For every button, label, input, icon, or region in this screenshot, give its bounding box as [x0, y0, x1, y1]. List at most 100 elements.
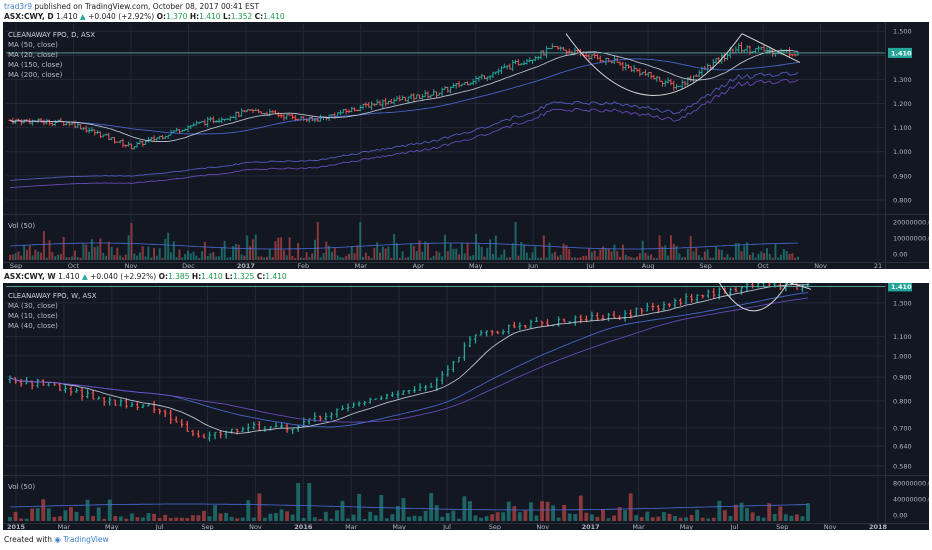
daily-volume-bar	[34, 249, 37, 260]
daily-volume-bar	[763, 253, 766, 260]
daily-volume-bar	[743, 245, 746, 260]
weekly-volume-bar	[468, 501, 472, 521]
weekly-volume-bar	[506, 501, 511, 521]
weekly-time-tick-label: May	[105, 523, 119, 530]
daily-volume-bar	[410, 243, 413, 260]
weekly-volume-bar	[628, 493, 633, 521]
weekly-volume-bar	[528, 502, 533, 521]
weekly-volume-bar	[74, 511, 79, 521]
weekly-volume-bar	[645, 511, 650, 521]
daily-volume-bar	[771, 257, 774, 260]
daily-volume-bar	[559, 254, 562, 260]
weekly-volume-bar	[52, 516, 57, 521]
daily-volume-bar	[105, 255, 108, 260]
daily-volume-bar	[51, 252, 54, 260]
daily-volume-bar	[548, 242, 551, 260]
daily-volume-bar	[401, 251, 404, 260]
daily-ma-200: MA (200, close)	[8, 71, 63, 79]
daily-volume-bar	[765, 248, 768, 260]
daily-low: 1.352	[230, 12, 253, 21]
daily-price-tick-label: 0.900	[893, 172, 912, 180]
daily-volume-bar	[302, 257, 305, 260]
weekly-volume-bar	[451, 510, 456, 521]
weekly-last-price-badge	[888, 283, 912, 292]
daily-volume-bar	[503, 249, 506, 260]
weekly-moving-average-line	[9, 297, 809, 423]
weekly-volume-bar	[35, 508, 40, 521]
weekly-vol-legend: Vol (50)	[8, 483, 36, 491]
weekly-volume-bar	[129, 513, 134, 521]
daily-volume-bar	[483, 256, 486, 260]
h-label: H:	[191, 272, 202, 281]
weekly-volume-bar	[113, 516, 118, 521]
daily-volume-bar	[427, 243, 429, 260]
weekly-volume-bar	[423, 510, 428, 521]
weekly-volume-bar	[484, 516, 489, 521]
weekly-volume-bar	[661, 512, 666, 521]
daily-volume-bar	[537, 257, 540, 260]
daily-volume-bar	[506, 257, 509, 260]
weekly-volume-bar	[595, 516, 600, 521]
weekly-volume-bar	[323, 511, 328, 521]
daily-volume-bar	[393, 234, 396, 260]
daily-ma-20: MA (20, close)	[8, 51, 58, 59]
daily-volume-bar	[579, 257, 582, 260]
weekly-chart-panel[interactable]: 1.300 1.100 1.000 0.900 0.800 0.700 0.640 0.580…	[3, 283, 929, 530]
daily-volume-bar	[249, 246, 252, 260]
weekly-volume-bar	[30, 508, 35, 521]
daily-volume-bar	[452, 248, 455, 260]
weekly-volume-bar	[69, 507, 73, 521]
weekly-last-price-label: 1.410	[891, 283, 912, 291]
weekly-volume-bar	[318, 518, 323, 521]
weekly-volume-bar	[612, 515, 616, 521]
weekly-trendline	[788, 283, 812, 290]
weekly-volume-bar	[384, 518, 389, 521]
weekly-volume-bar	[734, 504, 738, 521]
weekly-volume-bar	[789, 515, 794, 521]
weekly-volume-bar	[639, 517, 644, 521]
daily-volume-bar	[797, 256, 799, 260]
weekly-volume-bar	[8, 517, 12, 521]
daily-volume-bar	[486, 248, 489, 260]
weekly-volume-bar	[395, 506, 400, 521]
weekly-volume-bar	[407, 516, 411, 521]
daily-volume-bar	[150, 257, 153, 260]
weekly-chart-svg[interactable]: 1.300 1.100 1.000 0.900 0.800 0.700 0.640 0.580…	[3, 283, 929, 530]
daily-chart-panel[interactable]: 1.5001.4001.3001.2001.1001.0000.9000.800…	[3, 22, 929, 269]
publisher-link[interactable]: trad3r9	[4, 2, 33, 11]
weekly-volume-bar	[656, 516, 661, 521]
daily-volume-bar	[28, 245, 31, 260]
daily-volume-bar	[192, 251, 195, 260]
daily-volume-bar	[23, 244, 26, 260]
daily-volume-bar	[542, 235, 545, 260]
daily-time-tick-label: Oct	[757, 262, 769, 269]
daily-volume-bar	[251, 239, 254, 260]
weekly-volume-bar	[429, 493, 434, 521]
daily-volume-bar	[573, 257, 576, 260]
daily-volume-bar	[491, 253, 494, 260]
daily-volume-bar	[198, 257, 201, 260]
weekly-volume-bar	[296, 483, 301, 521]
daily-volume-bar	[732, 257, 735, 260]
daily-volume-bar	[314, 239, 317, 260]
daily-volume-bar	[613, 244, 616, 260]
weekly-volume-bar	[540, 501, 544, 521]
daily-chart-svg[interactable]: 1.5001.4001.3001.2001.1001.0000.9000.800…	[3, 22, 929, 269]
daily-volume-bar	[782, 249, 785, 260]
daily-volume-bar	[497, 257, 500, 260]
weekly-volume-bar	[279, 509, 284, 521]
weekly-volume-bar	[235, 518, 240, 521]
weekly-volume-bar	[251, 517, 256, 521]
weekly-volume-bar	[711, 517, 716, 521]
tradingview-link[interactable]: TradingView	[63, 535, 109, 544]
daily-volume-bar	[748, 255, 751, 260]
daily-volume-bar	[88, 251, 91, 260]
weekly-volume-bar	[623, 510, 628, 521]
daily-volume-bar	[232, 246, 235, 260]
weekly-time-tick-label: 2016	[294, 523, 313, 530]
tradingview-logo-icon: ◉	[54, 535, 61, 544]
daily-time-tick-label: Jul	[586, 262, 595, 269]
daily-volume-bar	[161, 257, 164, 260]
weekly-volume-bar	[301, 518, 306, 521]
weekly-volume-bar	[551, 505, 556, 521]
